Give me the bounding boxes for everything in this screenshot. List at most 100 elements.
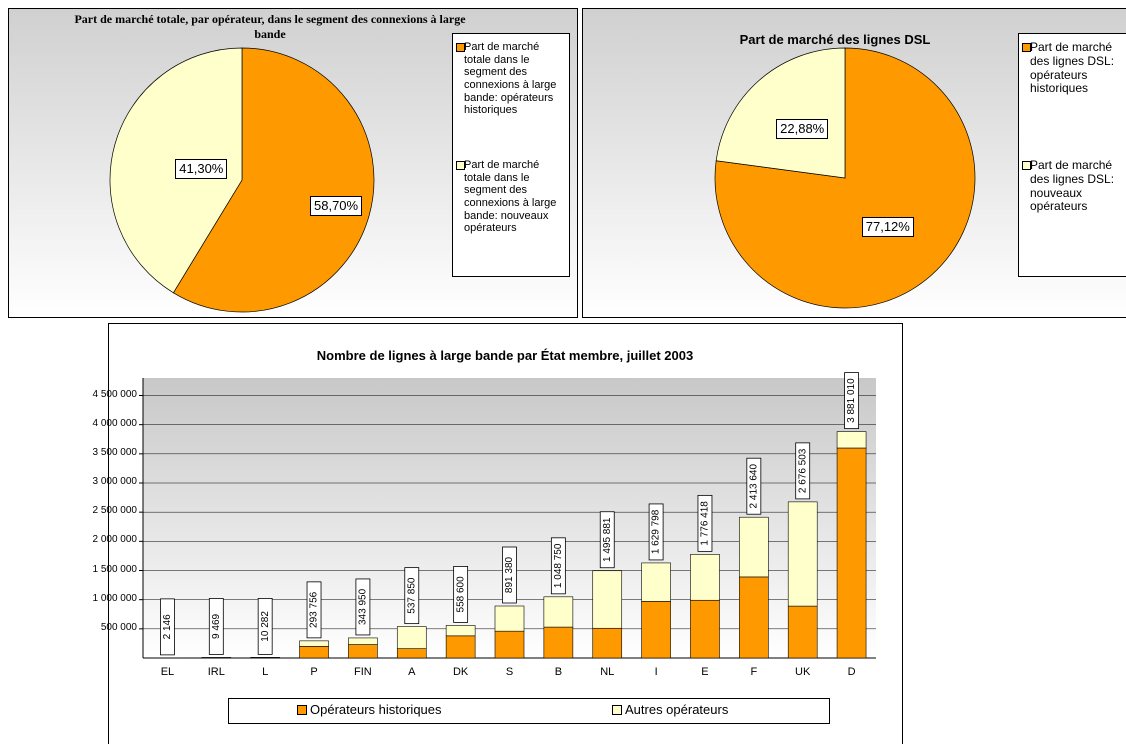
chart-title: Part de marché totale, par opérateur, da… [74, 12, 466, 41]
bar-segment [787, 605, 818, 659]
total-label: 2 413 640 [748, 464, 759, 509]
bar-segment [494, 605, 525, 632]
legend-swatch [456, 161, 465, 170]
total-label: 293 756 [309, 591, 320, 628]
bar-segment [592, 570, 623, 629]
bar-segment [690, 599, 720, 659]
bar-segment [445, 625, 476, 637]
bar-segment [299, 646, 329, 659]
legend-swatch [456, 43, 465, 52]
x-tick-label: IRL [207, 666, 225, 678]
legend-label: Opérateurs historiques [310, 702, 442, 717]
y-tick-label: 1 000 000 [92, 592, 138, 604]
bar-segment [641, 601, 671, 659]
slice-label: 41,30% [175, 158, 228, 179]
x-tick-label: P [310, 666, 318, 678]
y-tick-label: 2 500 000 [92, 505, 138, 517]
bar-segment [494, 630, 525, 659]
total-label-box [697, 494, 713, 552]
legend-label: Part de marché totale dans le segment de… [464, 159, 557, 235]
y-tick-label: 4 500 000 [92, 388, 138, 400]
bar-segment [445, 635, 476, 659]
y-tick-label: 1 500 000 [92, 563, 138, 575]
x-tick-label: FIN [354, 666, 372, 678]
total-label-box [502, 546, 517, 604]
bar-segment [836, 447, 867, 659]
total-label: 3 881 010 [846, 378, 857, 423]
total-label-box [160, 598, 175, 656]
x-tick-label: E [701, 666, 709, 678]
total-label: 343 950 [358, 588, 369, 625]
total-label: 2 676 503 [797, 448, 808, 493]
total-label: 537 850 [406, 577, 417, 614]
legend-swatch [297, 705, 307, 715]
bar-segment [299, 640, 329, 647]
pie-slice [172, 47, 375, 313]
x-tick-label: B [554, 666, 563, 678]
total-label-box [355, 578, 371, 636]
x-tick-label: A [408, 666, 416, 678]
bar-segment [592, 627, 623, 659]
pie-slice [714, 47, 976, 309]
slice-label: 77,12% [861, 216, 914, 237]
legend-label: Autres opérateurs [625, 702, 729, 717]
total-label: 1 495 881 [602, 517, 613, 562]
legend [452, 33, 570, 277]
y-tick-label: 3 000 000 [92, 476, 138, 487]
slice-label: 22,88% [776, 119, 829, 140]
x-tick-label: DK [452, 666, 469, 678]
x-tick-label: EL [160, 666, 175, 678]
total-label: 10 282 [260, 611, 271, 642]
total-label-box [208, 598, 224, 655]
total-label-box [453, 566, 469, 623]
total-label: 891 380 [504, 556, 515, 593]
y-tick-label: 2 000 000 [92, 534, 138, 546]
total-label-box [795, 442, 811, 500]
total-label-box [257, 598, 273, 655]
legend-label: Part de marché des lignes DSL: opérateur… [1030, 40, 1115, 96]
legend [1018, 33, 1126, 277]
bar-segment [543, 596, 574, 628]
total-label-box [599, 511, 615, 569]
bar-segment [543, 626, 574, 659]
pie-slice [715, 47, 846, 179]
legend-label: Part de marché totale dans le segment de… [464, 41, 557, 117]
x-tick-label: S [505, 666, 514, 678]
total-label: 1 048 750 [553, 543, 564, 588]
bar-segment [348, 644, 378, 659]
chart-title: Nombre de lignes à large bande par État … [316, 348, 694, 363]
legend-label: Part de marché des lignes DSL: nouveaux … [1030, 158, 1115, 214]
bar-segment [396, 626, 427, 649]
x-tick-label: D [847, 666, 856, 678]
bar-segment [690, 554, 720, 601]
legend-swatch [1022, 161, 1031, 170]
bar-segment [739, 516, 769, 578]
total-label-box [844, 372, 859, 430]
y-tick-label: 4 000 000 [92, 417, 138, 429]
total-label: 2 146 [162, 614, 173, 639]
slice-label: 58,70% [310, 196, 363, 217]
bar-segment [836, 431, 867, 449]
x-tick-label: NL [600, 666, 615, 678]
x-tick-label: F [750, 666, 758, 678]
x-tick-label: UK [795, 666, 811, 678]
total-label: 1 629 798 [651, 509, 662, 554]
total-label-box [404, 567, 420, 625]
bar-segment [641, 562, 671, 602]
bar-segment [739, 576, 769, 659]
chart-title: Part de marché des lignes DSL [739, 32, 931, 47]
y-tick-label: 3 500 000 [92, 446, 138, 458]
legend-swatch [1022, 43, 1031, 52]
total-label-box [746, 457, 762, 515]
x-tick-label: L [262, 666, 269, 678]
total-label-box [648, 503, 664, 561]
total-label: 558 600 [455, 576, 466, 613]
total-label-box [550, 537, 566, 595]
x-tick-label: I [654, 666, 658, 678]
y-tick-label: 500 000 [100, 621, 137, 633]
bar-segment [348, 637, 378, 645]
legend [228, 698, 830, 724]
bar-segment [396, 648, 427, 659]
